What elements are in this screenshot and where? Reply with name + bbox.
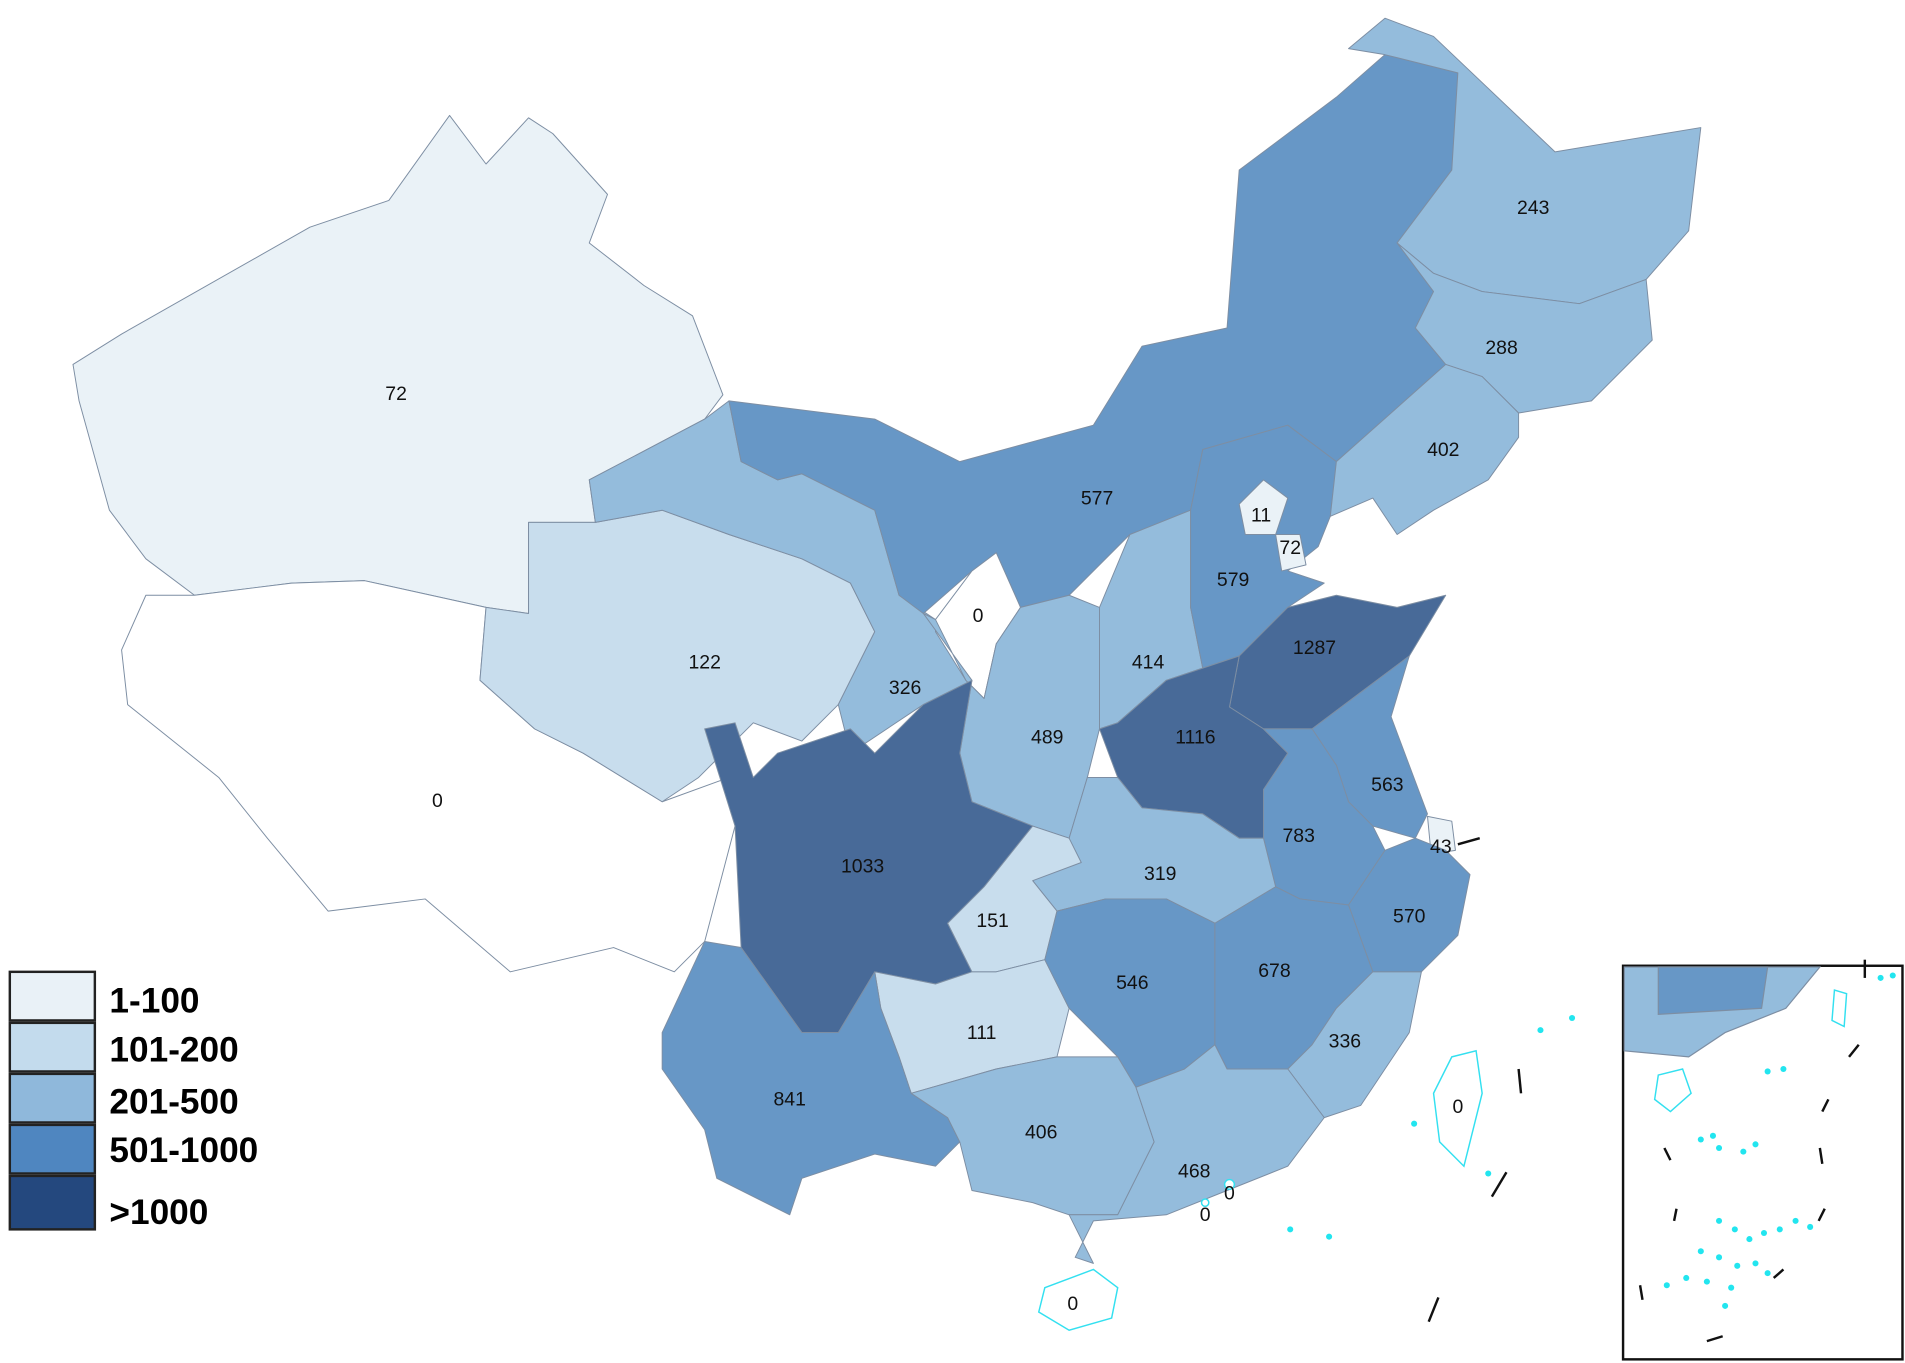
region-label: 570	[1393, 905, 1426, 927]
region-label: 122	[688, 651, 720, 673]
region-label: 72	[385, 383, 407, 405]
region-label: 43	[1430, 836, 1452, 858]
region	[1223, 1178, 1236, 1191]
region-label: 1287	[1293, 637, 1336, 659]
region-label: 1033	[841, 855, 884, 877]
region-label: 319	[1144, 863, 1176, 885]
legend-swatch	[8, 1072, 97, 1124]
legend-label: 501-1000	[109, 1131, 258, 1170]
provinces	[72, 17, 1702, 1331]
island-dot	[1326, 1233, 1333, 1240]
region-label: 0	[1452, 1096, 1463, 1118]
region-label: 0	[1200, 1204, 1211, 1226]
region	[1426, 815, 1456, 855]
region-label: 577	[1081, 487, 1113, 509]
inset-land	[1657, 966, 1769, 1015]
island-dot	[1287, 1226, 1294, 1233]
legend-swatch	[8, 1123, 97, 1175]
island-dot	[1485, 1170, 1492, 1177]
region-label: 546	[1116, 972, 1148, 994]
region-label: 336	[1329, 1030, 1361, 1052]
region	[1037, 1268, 1119, 1331]
legend-swatch	[8, 970, 97, 1022]
boundary-dash	[1457, 837, 1481, 846]
inset-dashes	[1638, 959, 1867, 1343]
legend-label: 1-100	[109, 982, 199, 1021]
legend-swatch	[8, 1021, 97, 1073]
region	[1238, 479, 1289, 535]
region-labels: 72 0 122 326 577 0 489 414 579 11 72 243…	[385, 197, 1549, 1315]
legend: 1-100 101-200 201-500 501-1000 >1000	[8, 970, 258, 1232]
boundary-dash	[1427, 1296, 1440, 1323]
region	[1200, 1198, 1210, 1208]
region-label: 151	[976, 910, 1008, 932]
region-label: 11	[1251, 504, 1271, 526]
inset-island	[1653, 1068, 1692, 1113]
region-label: 1116	[1175, 727, 1215, 749]
region	[1068, 1044, 1325, 1264]
region-label: 579	[1217, 569, 1249, 591]
inset	[1621, 959, 1904, 1361]
region-label: 783	[1283, 825, 1315, 847]
region-label: 111	[967, 1022, 997, 1044]
region-label: 72	[1279, 537, 1301, 559]
inset-island	[1831, 989, 1848, 1028]
region-label: 402	[1427, 439, 1459, 461]
region-label: 406	[1025, 1122, 1057, 1144]
region	[1396, 242, 1653, 414]
inset-islands	[1663, 972, 1896, 1309]
region-label: 468	[1178, 1160, 1210, 1182]
region	[1275, 534, 1307, 572]
region-label: 0	[973, 605, 984, 627]
region-label: 0	[1067, 1293, 1078, 1315]
legend-label: 201-500	[109, 1083, 238, 1122]
boundary-dash	[1517, 1068, 1523, 1094]
sea-features	[1287, 837, 1576, 1323]
region-label: 0	[1224, 1182, 1235, 1204]
island-dot	[1569, 1014, 1576, 1022]
region-label: 489	[1031, 727, 1063, 749]
region-label: 243	[1517, 197, 1549, 219]
legend-label: 101-200	[109, 1030, 238, 1069]
island-dot	[1537, 1027, 1544, 1034]
region-label: 563	[1371, 774, 1403, 796]
legend-label: >1000	[109, 1193, 208, 1232]
region	[1432, 1049, 1483, 1168]
island-dot	[1411, 1120, 1418, 1127]
boundary-dash	[1490, 1171, 1508, 1198]
region-label: 414	[1132, 651, 1165, 673]
region	[1329, 363, 1520, 535]
legend-swatch	[8, 1174, 97, 1231]
region-label: 678	[1258, 960, 1290, 982]
region-label: 326	[889, 677, 921, 699]
region-label: 841	[774, 1089, 806, 1111]
region-label: 288	[1485, 337, 1517, 359]
region-label: 0	[432, 790, 443, 812]
